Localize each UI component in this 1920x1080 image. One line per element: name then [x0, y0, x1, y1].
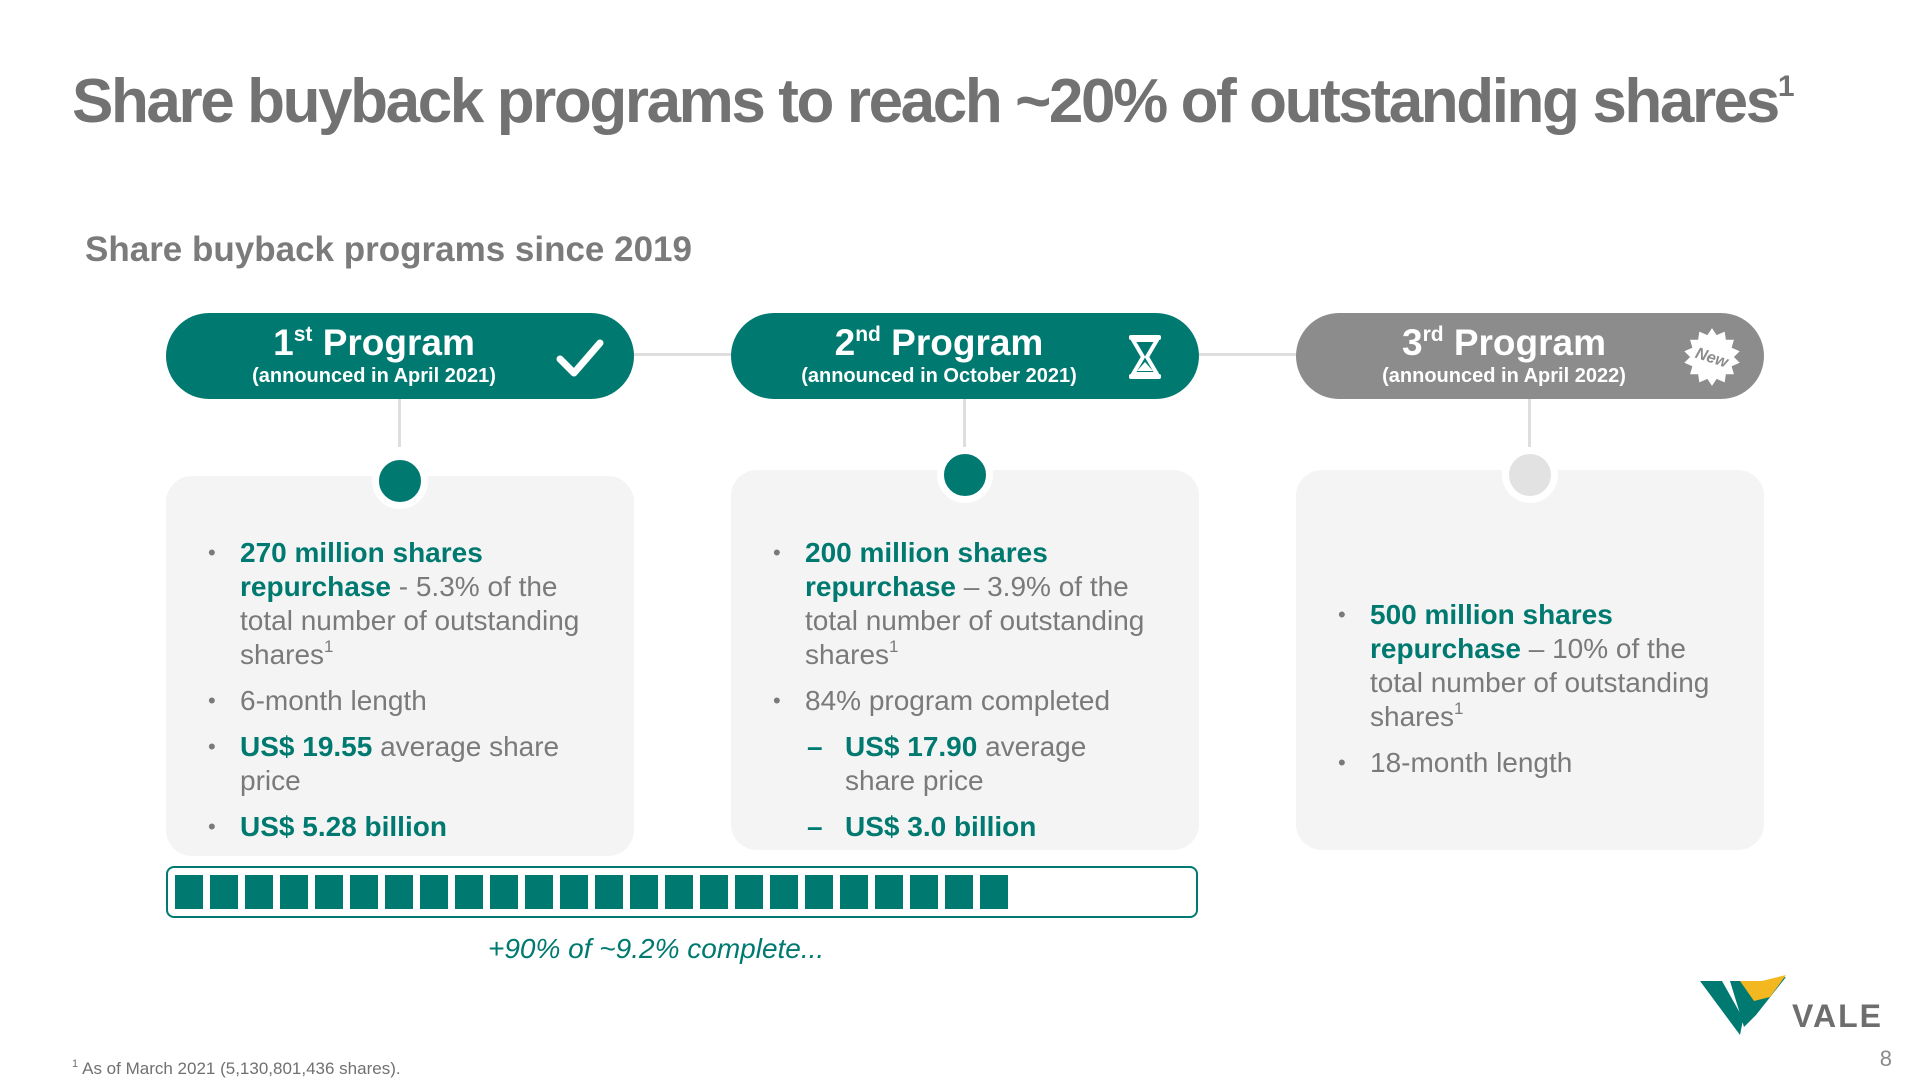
program-3-details: 500 million shares repurchase – 10% of t… [1338, 598, 1718, 792]
program-2-card: 200 million shares repurchase – 3.9% of … [731, 470, 1199, 850]
vale-logo: VALE [1700, 975, 1883, 1035]
hourglass-icon [1129, 335, 1161, 379]
footnote: 1 As of March 2021 (5,130,801,436 shares)… [72, 1058, 401, 1078]
program-1-announced: (announced in April 2021) [252, 365, 496, 387]
list-item: 84% program completed [773, 684, 1153, 718]
page-number: 8 [1879, 1046, 1892, 1071]
checkmark-icon [556, 339, 604, 377]
program-3-title: 3rd Program [1401, 322, 1606, 363]
program-1-card: 270 million shares repurchase - 5.3% of … [166, 476, 634, 856]
timeline-dot-in-progress [937, 447, 993, 503]
program-3-announced: (announced in April 2022) [1382, 365, 1626, 387]
list-item: 500 million shares repurchase – 10% of t… [1338, 598, 1718, 734]
timeline-dot-upcoming [1502, 447, 1558, 503]
buyback-progress-bar [166, 866, 1198, 918]
timeline-connector [963, 399, 966, 447]
timeline-connector [500, 353, 800, 356]
page-title: Share buyback programs to reach ~20% of … [72, 67, 1795, 136]
timeline-connector [1528, 399, 1531, 447]
program-2-title: 2nd Program [834, 322, 1044, 363]
program-1-details: 270 million shares repurchase - 5.3% of … [208, 536, 588, 856]
list-item: US$ 5.28 billion [208, 810, 588, 844]
list-item: 270 million shares repurchase - 5.3% of … [208, 536, 588, 672]
program-1-title: 1st Program [273, 322, 475, 363]
program-3-header: 3rd Program (announced in April 2022) Ne… [1296, 313, 1764, 399]
program-2-details: 200 million shares repurchase – 3.9% of … [773, 536, 1153, 856]
timeline-connector [398, 399, 401, 447]
list-item: 200 million shares repurchase – 3.9% of … [773, 536, 1153, 672]
program-1-header: 1st Program (announced in April 2021) [166, 313, 634, 399]
list-item: 18-month length [1338, 746, 1718, 780]
new-badge-icon: New [1684, 328, 1740, 386]
timeline-connector [1100, 353, 1380, 356]
program-2-announced: (announced in October 2021) [801, 365, 1077, 387]
list-item: US$ 17.90 average share price [773, 730, 1153, 798]
buyback-progress-fill [175, 875, 1008, 909]
program-2-header: 2nd Program (announced in October 2021) [731, 313, 1199, 399]
vale-logo-text: VALE [1792, 998, 1883, 1034]
progress-caption: +90% of ~9.2% complete... [488, 933, 825, 964]
list-item: US$ 19.55 average share price [208, 730, 588, 798]
list-item: US$ 3.0 billion [773, 810, 1153, 844]
program-3-card: 500 million shares repurchase – 10% of t… [1296, 470, 1764, 850]
timeline-dot-complete [372, 453, 428, 509]
section-subtitle: Share buyback programs since 2019 [85, 230, 692, 269]
list-item: 6-month length [208, 684, 588, 718]
